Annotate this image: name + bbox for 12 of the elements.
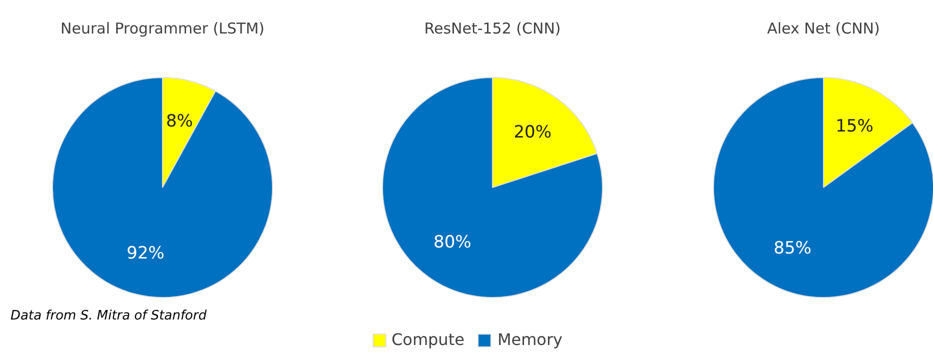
legend-label: Compute	[391, 330, 464, 349]
data-label: 15%	[836, 116, 874, 137]
chart-title: Neural Programmer (LSTM)	[60, 20, 265, 38]
text: Data from S. Mitra of Stanford	[10, 308, 208, 324]
data-label: 85%	[774, 238, 812, 258]
legend-label: Memory	[497, 330, 563, 349]
data-label: 80%	[434, 232, 472, 253]
data-label: 8%	[166, 111, 193, 132]
chart-title: Alex Net (CNN)	[767, 20, 880, 38]
chart-title: ResNet-152 (CNN)	[424, 20, 561, 38]
data-label: 20%	[514, 122, 552, 142]
data-label: 92%	[126, 244, 164, 264]
